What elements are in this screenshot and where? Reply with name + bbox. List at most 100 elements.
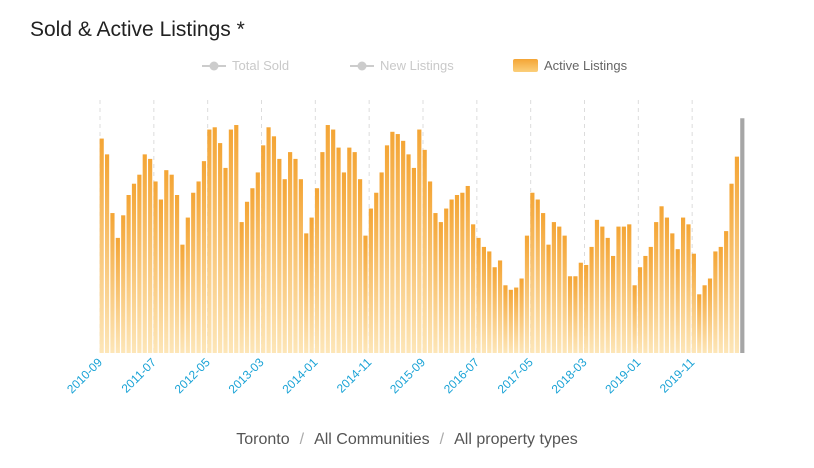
- bar[interactable]: [266, 127, 271, 353]
- bar[interactable]: [293, 158, 298, 353]
- bar[interactable]: [137, 174, 142, 353]
- bar[interactable]: [341, 172, 347, 353]
- bar[interactable]: [288, 152, 293, 353]
- bar[interactable]: [454, 195, 460, 353]
- bar[interactable]: [223, 167, 228, 353]
- bar[interactable]: [546, 244, 551, 353]
- bar[interactable]: [530, 192, 535, 353]
- bar[interactable]: [153, 181, 158, 353]
- bar[interactable]: [578, 262, 583, 353]
- bar[interactable]: [212, 127, 217, 353]
- bar[interactable]: [395, 134, 400, 353]
- bar[interactable]: [298, 179, 303, 353]
- bar[interactable]: [508, 289, 513, 353]
- bar[interactable]: [702, 285, 707, 353]
- bar[interactable]: [277, 158, 282, 353]
- bar[interactable]: [309, 217, 314, 353]
- bar[interactable]: [718, 246, 723, 353]
- bar[interactable]: [691, 253, 696, 353]
- bar[interactable]: [497, 260, 503, 353]
- bar[interactable]: [417, 129, 422, 353]
- bar[interactable]: [438, 222, 443, 353]
- bar[interactable]: [573, 276, 578, 353]
- bar[interactable]: [481, 246, 486, 353]
- bar[interactable]: [131, 183, 137, 353]
- bar[interactable]: [142, 154, 147, 353]
- bar[interactable]: [562, 235, 567, 353]
- bar[interactable]: [401, 140, 406, 353]
- bar[interactable]: [686, 224, 691, 353]
- bar[interactable]: [557, 226, 562, 353]
- bar[interactable]: [218, 143, 223, 353]
- bar[interactable]: [600, 226, 605, 353]
- bar[interactable]: [476, 237, 481, 353]
- bar[interactable]: [503, 285, 508, 353]
- bar[interactable]: [148, 158, 153, 353]
- bar[interactable]: [643, 255, 648, 353]
- bar[interactable]: [697, 294, 702, 353]
- bar[interactable]: [201, 161, 207, 353]
- bar[interactable]: [422, 149, 427, 353]
- bar[interactable]: [314, 188, 320, 353]
- bar[interactable]: [524, 235, 530, 353]
- bar[interactable]: [374, 192, 379, 353]
- bar[interactable]: [675, 249, 680, 353]
- bar[interactable]: [535, 199, 540, 353]
- bar[interactable]: [320, 152, 325, 353]
- bar[interactable]: [180, 244, 185, 353]
- bar[interactable]: [164, 170, 169, 353]
- bar[interactable]: [724, 231, 729, 353]
- bar[interactable]: [648, 246, 653, 353]
- bar[interactable]: [659, 206, 664, 353]
- bar[interactable]: [255, 172, 260, 353]
- bar[interactable]: [589, 246, 594, 353]
- bar[interactable]: [158, 199, 163, 353]
- bar[interactable]: [681, 217, 686, 353]
- bar[interactable]: [347, 147, 352, 353]
- bar[interactable]: [331, 129, 336, 353]
- bar[interactable]: [336, 147, 341, 353]
- bar[interactable]: [519, 278, 524, 353]
- bar[interactable]: [239, 222, 244, 353]
- bar[interactable]: [185, 217, 190, 353]
- bar[interactable]: [99, 138, 104, 353]
- bar[interactable]: [191, 192, 196, 353]
- bar[interactable]: [734, 156, 740, 353]
- bar[interactable]: [234, 125, 239, 353]
- bar[interactable]: [427, 181, 433, 353]
- bar[interactable]: [228, 129, 233, 353]
- bar[interactable]: [621, 226, 626, 353]
- bar-highlighted[interactable]: [740, 118, 745, 353]
- bar[interactable]: [551, 222, 556, 353]
- bar[interactable]: [664, 217, 670, 353]
- bar[interactable]: [115, 237, 120, 353]
- bar[interactable]: [379, 172, 384, 353]
- bar[interactable]: [465, 185, 470, 353]
- bar[interactable]: [110, 213, 115, 353]
- bar[interactable]: [352, 152, 357, 353]
- bar[interactable]: [487, 251, 492, 353]
- bar[interactable]: [433, 213, 438, 353]
- bar[interactable]: [384, 145, 390, 353]
- bar[interactable]: [207, 129, 212, 353]
- bar[interactable]: [594, 219, 600, 353]
- bar[interactable]: [169, 174, 174, 353]
- bar[interactable]: [271, 136, 277, 353]
- bar[interactable]: [627, 224, 632, 353]
- bar[interactable]: [471, 224, 476, 353]
- bar[interactable]: [541, 213, 546, 353]
- bar[interactable]: [390, 131, 395, 353]
- bar[interactable]: [363, 235, 368, 353]
- bar[interactable]: [121, 215, 126, 353]
- bar[interactable]: [567, 276, 573, 353]
- bar[interactable]: [654, 222, 659, 353]
- bar[interactable]: [514, 287, 519, 353]
- bar[interactable]: [729, 183, 734, 353]
- bar[interactable]: [707, 278, 713, 353]
- bar[interactable]: [444, 208, 449, 353]
- bar[interactable]: [282, 179, 287, 353]
- bar[interactable]: [605, 237, 610, 353]
- bar[interactable]: [304, 233, 309, 353]
- bar[interactable]: [449, 199, 454, 353]
- bar[interactable]: [632, 285, 637, 353]
